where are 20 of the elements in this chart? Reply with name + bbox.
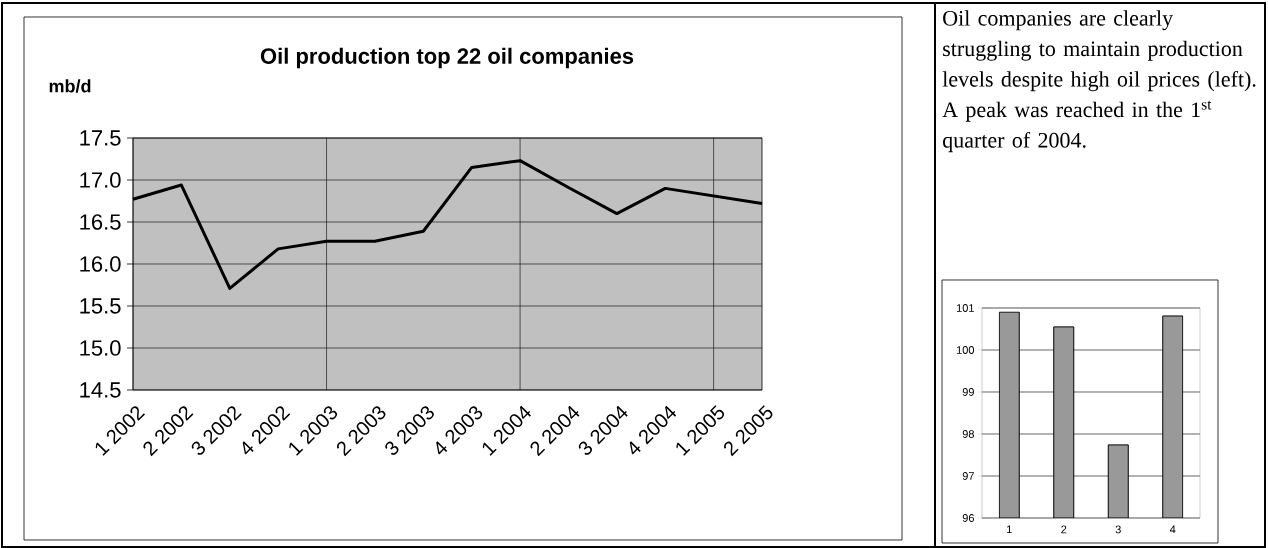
y-axis-title: mb/d [49,79,91,93]
y-tick-label: 17.5 [80,130,121,146]
y-tick-label: 16.5 [80,214,121,230]
x-tick-label: 4 [1169,525,1176,534]
y-tick-label: 14.5 [80,382,121,398]
y-tick-label: 100 [956,346,975,354]
y-tick-label: 15.0 [80,340,121,356]
x-tick-label: 1 [1007,525,1012,534]
y-tick-label: 96 [962,514,974,522]
x-tick-label: 2 [1061,525,1067,534]
y-tick-label: 99 [962,388,974,396]
x-tick-label: 3 [1115,525,1121,534]
y-tick-label: 17.0 [80,172,121,188]
y-tick-label: 97 [962,472,974,480]
y-tick-label: 98 [962,430,974,438]
y-tick-label: 101 [956,304,974,312]
chart-title: Oil production top 22 oil companies [260,47,634,69]
y-tick-label: 15.5 [80,298,121,314]
y-tick-label: 16.0 [80,256,121,272]
text: Oil companies are clearly struggling to maintain production levels despite high oil prices (left). A peak was reached in the 1$^{st}$ quarter of 2004. [942,10,1256,153]
